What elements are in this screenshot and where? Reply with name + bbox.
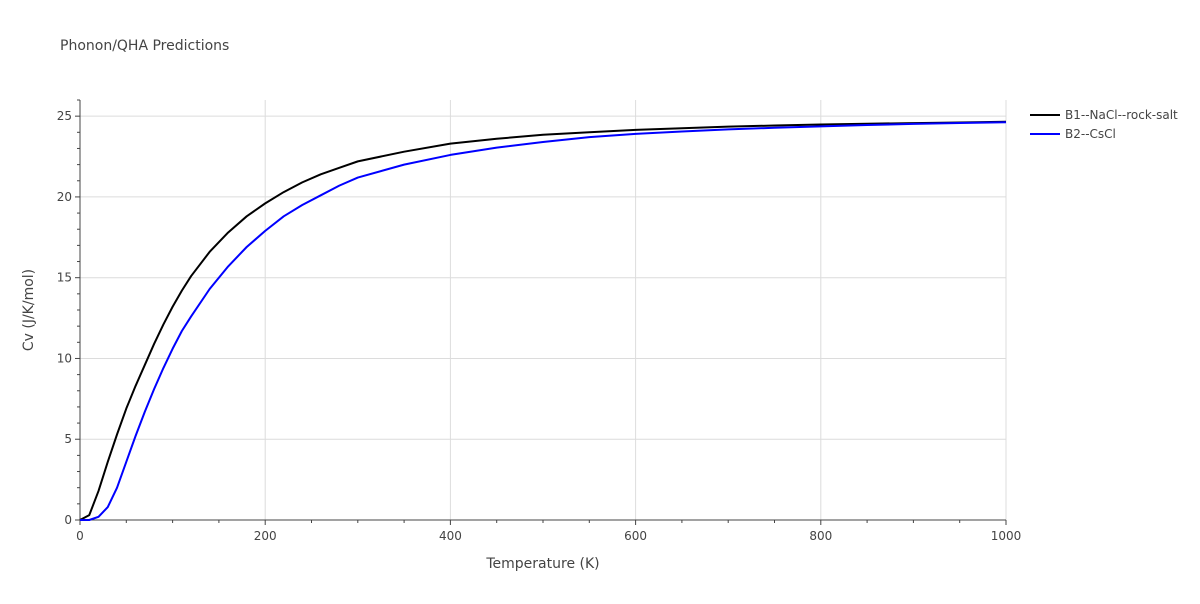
y-tick-label: 25	[57, 109, 72, 123]
y-tick-label: 0	[64, 513, 72, 527]
legend-label-1: B1--NaCl--rock-salt	[1065, 108, 1178, 122]
x-tick-label: 200	[254, 529, 277, 543]
y-tick-label: 20	[57, 190, 72, 204]
chart-title: Phonon/QHA Predictions	[60, 38, 229, 54]
grid	[80, 100, 1007, 520]
series-line-2	[80, 121, 1007, 521]
x-tick-label: 400	[439, 529, 462, 543]
legend: B1--NaCl--rock-salt B2--CsCl	[1030, 108, 1178, 141]
x-axis-title: Temperature (K)	[485, 556, 599, 572]
x-tick-label: 0	[76, 529, 84, 543]
x-tick-label: 600	[624, 529, 647, 543]
legend-label-2: B2--CsCl	[1065, 127, 1116, 141]
y-tick-label: 15	[57, 271, 72, 285]
x-tick-label: 800	[809, 529, 832, 543]
y-axis-title: Cv (J/K/mol)	[21, 269, 37, 351]
series	[79, 120, 1007, 521]
y-tick-label: 5	[64, 432, 72, 446]
x-tick-label: 1000	[991, 529, 1022, 543]
series-line-1	[79, 120, 1007, 521]
axes: 0 200 400 600 800 1000 0 5 10 15 20 25	[57, 99, 1022, 543]
y-tick-label: 10	[57, 351, 72, 365]
